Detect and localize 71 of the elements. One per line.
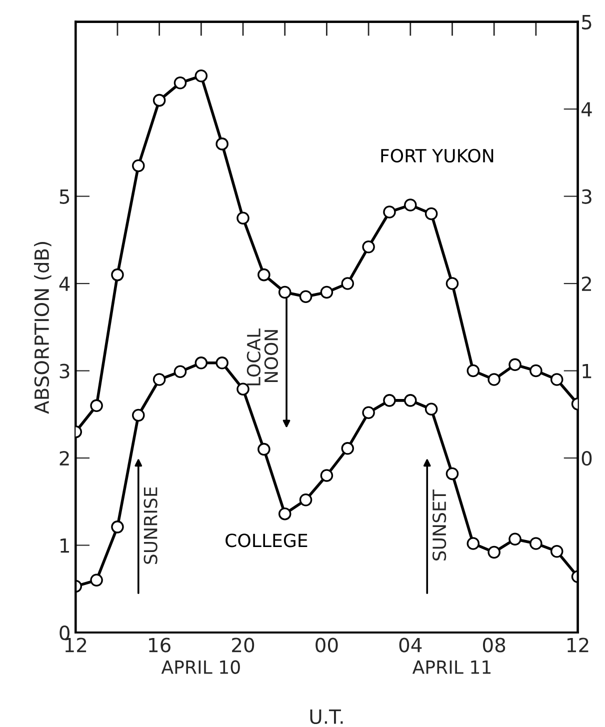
point [90,399,103,412]
x-tick-label: 12 [568,638,588,652]
point [320,469,334,482]
point [550,373,564,386]
x-tick-label: 04 [399,638,422,652]
point [174,76,187,90]
text: FORT YUKON [381,148,494,163]
text: APRIL 10 [161,660,240,674]
point [258,442,270,456]
point [488,373,500,386]
point [362,240,375,254]
y2-tick-label: 5 [582,15,592,30]
point [508,532,522,546]
point [258,268,270,282]
annotation: LOCAL NOON [246,328,278,386]
y2-tick-label: 0 [582,450,592,466]
point [194,356,208,370]
point [424,402,438,416]
point [111,268,124,282]
point [174,365,187,378]
point [236,212,250,224]
point [278,286,292,299]
point [466,537,480,550]
point [383,206,396,218]
y-tick-label: 1 [60,538,69,553]
point [446,467,459,480]
point [508,358,522,372]
point [341,277,354,290]
point [299,493,312,506]
y-tick-label: 4 [59,276,70,291]
point [152,373,166,386]
point [216,356,228,370]
text: APRIL 11 [412,660,491,674]
point [530,537,542,550]
point [550,544,564,558]
x-tick-label: 00 [316,638,338,652]
annotation: SUNSET [432,490,446,560]
point [132,159,145,172]
point [90,574,103,587]
point [194,70,208,82]
point [111,520,124,534]
point [152,94,166,107]
annotation: SUNRISE [144,487,158,564]
point [466,364,480,378]
point [132,408,145,422]
point [320,286,334,299]
point [488,546,500,559]
point [216,138,228,150]
point [404,198,417,212]
y2-tick-label: 4 [582,102,592,116]
point [424,207,438,220]
x-axis-title: U.T. [310,710,343,724]
point [404,394,417,407]
point [362,406,375,420]
point [299,290,312,304]
point [446,277,459,290]
y2-tick-label: 1 [582,364,592,378]
x-tick-label: 16 [149,638,170,652]
point [341,442,354,455]
y2-tick-label: 2 [582,276,591,291]
point [530,364,542,378]
y-axis-title: ABSORPTION (dB) [34,242,52,414]
y-tick-label: 3 [60,364,70,378]
y2-tick-label: 3 [582,189,592,204]
y-tick-label: 2 [60,450,69,466]
x-tick-label: 08 [482,638,506,652]
point [278,507,292,520]
series-label: COLLEGE [226,534,308,548]
point [383,394,396,407]
y-tick-label: 5 [60,190,70,204]
x-tick-label: 20 [232,638,254,652]
